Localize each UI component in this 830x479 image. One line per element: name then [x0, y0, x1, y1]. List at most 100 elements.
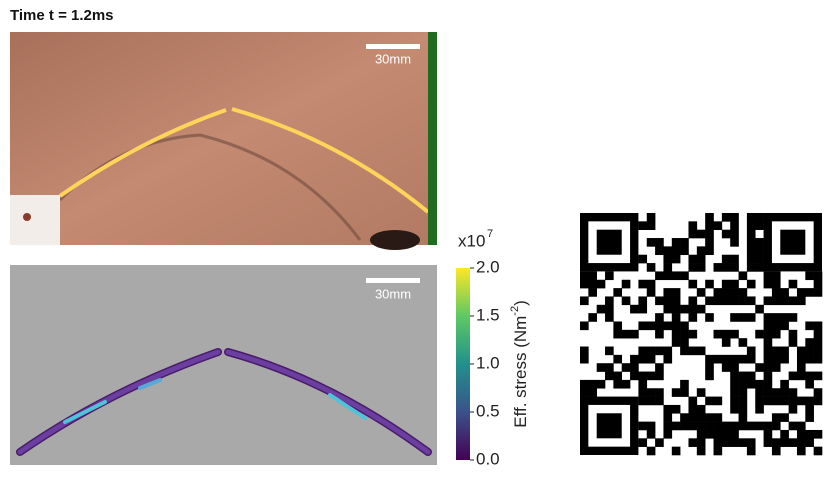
qr-module [730, 238, 739, 247]
label-exponent: -2 [509, 306, 521, 316]
qr-module [655, 397, 664, 406]
qr-module [764, 330, 773, 339]
qr-module [722, 288, 731, 297]
qr-module [705, 238, 714, 247]
qr-module [605, 313, 614, 322]
qr-module [805, 380, 814, 389]
qr-module [597, 363, 606, 372]
qr-module [780, 347, 789, 356]
qr-module [797, 355, 806, 364]
qr-module [680, 422, 689, 431]
qr-module [805, 413, 814, 422]
qr-module [722, 230, 731, 239]
colorbar: x10 7 Eff. stress (Nm-2) 0.00.51.01.52.0 [456, 228, 530, 469]
qr-module [714, 263, 723, 272]
qr-module [714, 355, 723, 364]
qr-module [772, 438, 781, 447]
qr-module [755, 238, 764, 247]
qr-module [647, 321, 656, 330]
qr-module [663, 405, 672, 414]
qr-module [772, 288, 781, 297]
qr-module [647, 347, 656, 356]
qr-module [739, 372, 748, 381]
qr-module [680, 388, 689, 397]
qr-module [622, 280, 631, 289]
qr-module [730, 422, 739, 431]
qr-module [672, 238, 681, 247]
qr-module [705, 397, 714, 406]
qr-module [764, 388, 773, 397]
qr-module [613, 380, 622, 389]
qr-module [730, 372, 739, 381]
qr-module [805, 347, 814, 356]
qr-module [747, 238, 756, 247]
qr-module [613, 330, 622, 339]
qr-module [655, 388, 664, 397]
qr-module [605, 296, 614, 305]
qr-module [688, 305, 697, 314]
qr-module [789, 405, 798, 414]
scale-bar [366, 44, 420, 49]
dark-spot [370, 230, 420, 250]
qr-module [797, 397, 806, 406]
qr-module [647, 221, 656, 230]
qr-module [647, 447, 656, 456]
qr-module [630, 363, 639, 372]
qr-module [714, 397, 723, 406]
qr-module [764, 338, 773, 347]
qr-module [688, 221, 697, 230]
qr-module [580, 380, 589, 389]
qr-module [722, 355, 731, 364]
qr-module [680, 330, 689, 339]
qr-module [714, 413, 723, 422]
qr-module [705, 372, 714, 381]
qr-module [714, 288, 723, 297]
qr-module [747, 213, 756, 222]
photo-background [10, 32, 437, 245]
qr-module [755, 397, 764, 406]
qr-module [747, 296, 756, 305]
qr-module [780, 313, 789, 322]
qr-module [680, 271, 689, 280]
qr-module [755, 363, 764, 372]
qr-module [764, 355, 773, 364]
qr-module [764, 380, 773, 389]
qr-module [697, 255, 706, 264]
qr-module [764, 296, 773, 305]
qr-module [814, 280, 823, 289]
qr-module [638, 305, 647, 314]
scale-bar [366, 278, 420, 283]
qr-module [613, 321, 622, 330]
qr-module [638, 355, 647, 364]
qr-module [697, 405, 706, 414]
qr-module [722, 263, 731, 272]
qr-module [705, 280, 714, 289]
qr-module [622, 296, 631, 305]
qr-module [764, 363, 773, 372]
qr-module [697, 388, 706, 397]
qr-module [730, 221, 739, 230]
qr-module [663, 288, 672, 297]
qr-module [705, 313, 714, 322]
qr-module [789, 296, 798, 305]
qr-module [647, 288, 656, 297]
qr-module [805, 288, 814, 297]
qr-module [722, 213, 731, 222]
qr-module [797, 447, 806, 456]
qr-module [722, 255, 731, 264]
qr-module [647, 388, 656, 397]
qr-module [747, 438, 756, 447]
support-hole [23, 213, 31, 221]
qr-module [814, 347, 823, 356]
qr-module [638, 296, 647, 305]
qr-module [663, 422, 672, 431]
qr-finder-center [780, 230, 805, 255]
qr-module [730, 313, 739, 322]
qr-module [714, 430, 723, 439]
qr-module [730, 388, 739, 397]
qr-module [764, 271, 773, 280]
qr-module [739, 397, 748, 406]
qr-module [688, 397, 697, 406]
qr-module [739, 271, 748, 280]
qr-module [605, 305, 614, 314]
